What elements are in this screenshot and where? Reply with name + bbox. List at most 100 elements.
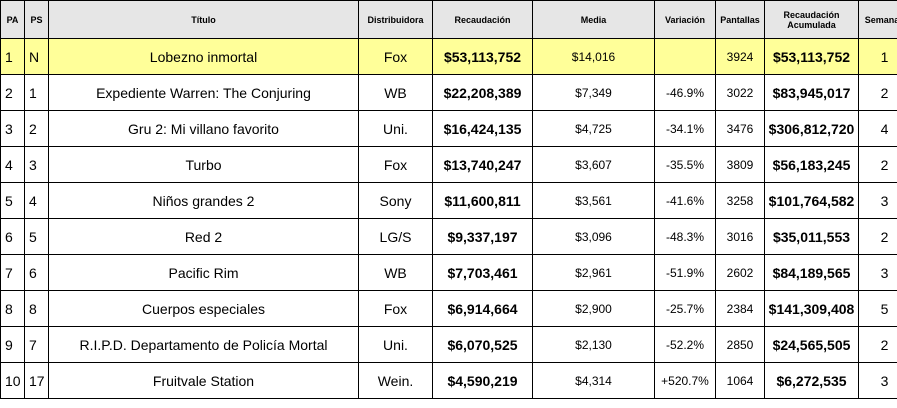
cell-recaudacion: $6,914,664: [432, 290, 533, 327]
cell-distribuidora: Fox: [358, 38, 433, 75]
cell-distribuidora: Uni.: [358, 326, 433, 363]
cell-recaudacion: $9,337,197: [432, 218, 533, 255]
header-pantallas: Pantallas: [715, 0, 765, 39]
cell-ps: 8: [24, 290, 49, 327]
cell-pantallas: 3809: [715, 146, 765, 183]
table-row: 9 7 R.I.P.D. Departamento de Policía Morta…: [0, 326, 897, 363]
cell-pantallas: 2384: [715, 290, 765, 327]
cell-distribuidora: Wein.: [358, 362, 433, 399]
cell-recaudacion: $4,590,219: [432, 362, 533, 399]
header-pa: PA: [0, 0, 25, 39]
cell-titulo: Pacific Rim: [48, 254, 359, 291]
cell-titulo: Fruitvale Station: [48, 362, 359, 399]
cell-recaudacion-acumulada: $6,272,535: [764, 362, 859, 399]
cell-ps: 5: [24, 218, 49, 255]
header-recaudacion: Recaudación: [432, 0, 533, 39]
cell-semanas: 3: [858, 254, 897, 291]
cell-variacion: +520.7%: [654, 362, 716, 399]
cell-pa: 7: [0, 254, 25, 291]
cell-pa: 3: [0, 110, 25, 147]
table-row: 3 2 Gru 2: Mi villano favorito Uni. $16,424,…: [0, 110, 897, 147]
cell-pantallas: 1064: [715, 362, 765, 399]
cell-semanas: 2: [858, 74, 897, 111]
cell-recaudacion-acumulada: $53,113,752: [764, 38, 859, 75]
cell-ps: 1: [24, 74, 49, 111]
box-office-table: PA PS Título Distribuidora Recaudación M…: [0, 0, 897, 399]
cell-variacion: -34.1%: [654, 110, 716, 147]
cell-ps: 6: [24, 254, 49, 291]
header-recaudacion-acumulada: Recaudación Acumulada: [764, 0, 859, 39]
cell-recaudacion: $7,703,461: [432, 254, 533, 291]
cell-distribuidora: Fox: [358, 290, 433, 327]
table-row: 10 17 Fruitvale Station Wein. $4,590,219 $4,3…: [0, 362, 897, 399]
cell-media: $4,725: [532, 110, 655, 147]
cell-ps: N: [24, 38, 49, 75]
cell-recaudacion-acumulada: $306,812,720: [764, 110, 859, 147]
cell-variacion: [654, 38, 716, 75]
cell-pa: 6: [0, 218, 25, 255]
cell-variacion: -25.7%: [654, 290, 716, 327]
header-row: PA PS Título Distribuidora Recaudación M…: [0, 0, 897, 39]
cell-variacion: -41.6%: [654, 182, 716, 219]
cell-pa: 9: [0, 326, 25, 363]
table-row: 7 6 Pacific Rim WB $7,703,461 $2,961 -51.9% 260…: [0, 254, 897, 291]
cell-distribuidora: Sony: [358, 182, 433, 219]
cell-distribuidora: WB: [358, 74, 433, 111]
cell-pantallas: 3022: [715, 74, 765, 111]
table-row: 6 5 Red 2 LG/S $9,337,197 $3,096 -48.3% 3016 $35…: [0, 218, 897, 255]
header-media: Media: [532, 0, 655, 39]
cell-titulo: Turbo: [48, 146, 359, 183]
cell-media: $14,016: [532, 38, 655, 75]
cell-pa: 4: [0, 146, 25, 183]
table-row: 1 N Lobezno inmortal Fox $53,113,752 $14,016 3…: [0, 38, 897, 75]
cell-pantallas: 3476: [715, 110, 765, 147]
cell-recaudacion-acumulada: $24,565,505: [764, 326, 859, 363]
cell-titulo: Niños grandes 2: [48, 182, 359, 219]
cell-media: $2,130: [532, 326, 655, 363]
cell-titulo: Cuerpos especiales: [48, 290, 359, 327]
cell-media: $3,607: [532, 146, 655, 183]
cell-media: $2,961: [532, 254, 655, 291]
cell-recaudacion-acumulada: $141,309,408: [764, 290, 859, 327]
cell-titulo: Gru 2: Mi villano favorito: [48, 110, 359, 147]
cell-distribuidora: Fox: [358, 146, 433, 183]
cell-semanas: 1: [858, 38, 897, 75]
cell-pantallas: 3258: [715, 182, 765, 219]
table-row: 4 3 Turbo Fox $13,740,247 $3,607 -35.5% 3809 $56…: [0, 146, 897, 183]
cell-semanas: 3: [858, 182, 897, 219]
cell-titulo: R.I.P.D. Departamento de Policía Mortal: [48, 326, 359, 363]
cell-ps: 2: [24, 110, 49, 147]
cell-pa: 1: [0, 38, 25, 75]
cell-ps: 4: [24, 182, 49, 219]
cell-semanas: 2: [858, 218, 897, 255]
cell-ps: 17: [24, 362, 49, 399]
cell-distribuidora: LG/S: [358, 218, 433, 255]
header-acumulada-line2: Acumulada: [787, 19, 836, 30]
cell-media: $3,096: [532, 218, 655, 255]
cell-semanas: 3: [858, 362, 897, 399]
cell-recaudacion-acumulada: $101,764,582: [764, 182, 859, 219]
cell-media: $4,314: [532, 362, 655, 399]
cell-variacion: -48.3%: [654, 218, 716, 255]
cell-recaudacion: $13,740,247: [432, 146, 533, 183]
header-ps: PS: [24, 0, 49, 39]
cell-recaudacion: $22,208,389: [432, 74, 533, 111]
cell-pa: 10: [0, 362, 25, 399]
cell-variacion: -51.9%: [654, 254, 716, 291]
cell-media: $2,900: [532, 290, 655, 327]
header-acumulada-line1: Recaudación: [783, 9, 840, 20]
cell-media: $7,349: [532, 74, 655, 111]
cell-pantallas: 2602: [715, 254, 765, 291]
table-row: 2 1 Expediente Warren: The Conjuring WB $22,…: [0, 74, 897, 111]
cell-recaudacion-acumulada: $83,945,017: [764, 74, 859, 111]
cell-distribuidora: Uni.: [358, 110, 433, 147]
table-body: 1 N Lobezno inmortal Fox $53,113,752 $14,016 3…: [0, 38, 897, 399]
cell-variacion: -52.2%: [654, 326, 716, 363]
cell-media: $3,561: [532, 182, 655, 219]
cell-variacion: -46.9%: [654, 74, 716, 111]
table-row: 8 8 Cuerpos especiales Fox $6,914,664 $2,900-…: [0, 290, 897, 327]
cell-semanas: 4: [858, 110, 897, 147]
cell-distribuidora: WB: [358, 254, 433, 291]
cell-recaudacion-acumulada: $84,189,565: [764, 254, 859, 291]
cell-titulo: Expediente Warren: The Conjuring: [48, 74, 359, 111]
